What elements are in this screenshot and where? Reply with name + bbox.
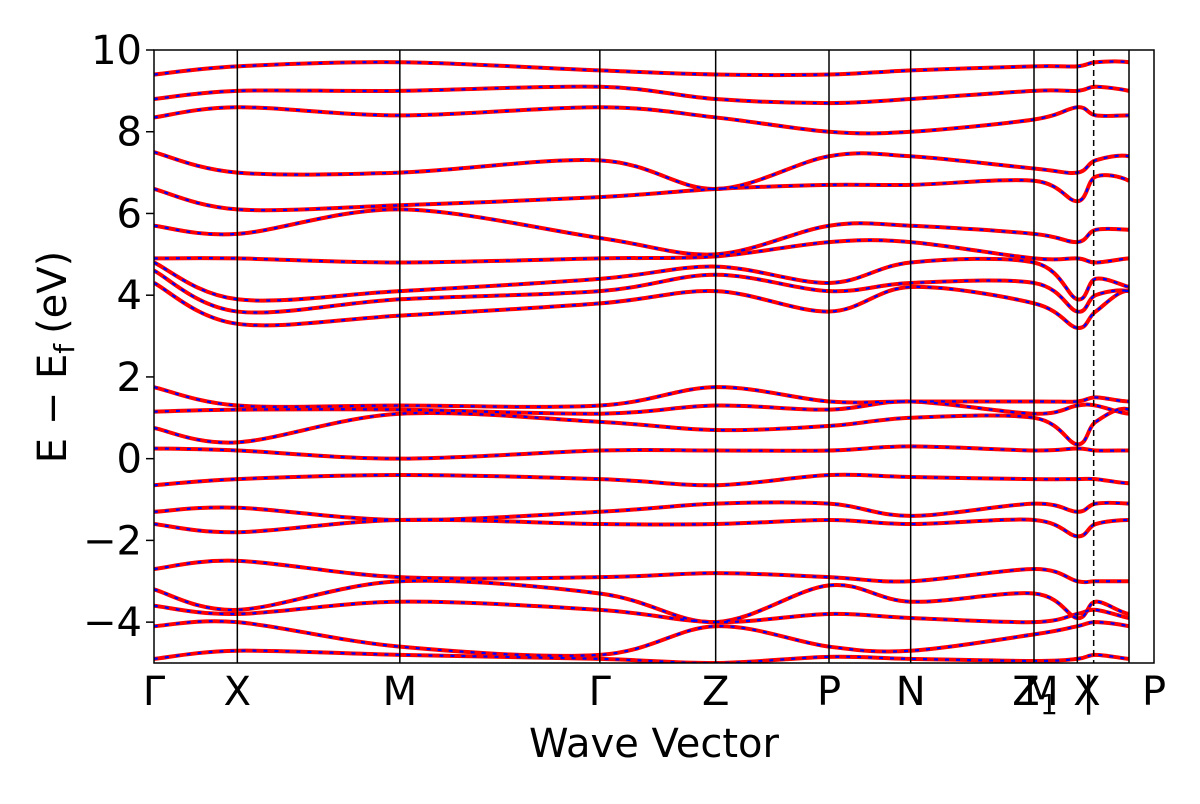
y-axis-label-unit: (eV) <box>30 251 76 334</box>
x-tick-label: Γ <box>589 669 612 715</box>
x-tick-label: Z <box>1012 669 1039 715</box>
x-tick-label: N <box>896 669 926 715</box>
y-axis-label: E − Ef (eV) <box>30 251 81 464</box>
plot-frame <box>153 49 1155 664</box>
y-ticks: −4 −2 0 2 4 6 8 10 <box>83 28 154 646</box>
x-tick-label: P <box>817 669 841 715</box>
band-line-blue <box>154 151 1130 191</box>
y-tick-label: −2 <box>83 518 142 564</box>
x-tick-label: P <box>1142 669 1166 715</box>
y-tick-label: 10 <box>91 28 142 74</box>
y-tick-label: 6 <box>117 191 142 237</box>
x-tick-label: X <box>1073 669 1100 715</box>
x-tick-label: M <box>1024 669 1059 715</box>
plot-background <box>154 50 1154 663</box>
x-tick-label-subscript: 1 <box>1040 688 1058 721</box>
x-tick-label: Z <box>702 669 729 715</box>
band-line-blue <box>154 518 1130 538</box>
x-ticks: Γ X M Γ Z P N ZM |X P1 <box>143 669 1166 721</box>
x-tick-label: Γ <box>143 669 166 715</box>
band-line-blue <box>154 281 1130 329</box>
x-tick-label: | <box>1082 669 1095 715</box>
band-line-blue <box>154 257 1130 302</box>
y-axis-label-subscript: f <box>48 343 81 354</box>
y-tick-label: 8 <box>117 110 142 156</box>
y-tick-label: −4 <box>83 600 142 646</box>
x-tick-label: X <box>224 669 251 715</box>
x-tick-label: M <box>383 669 418 715</box>
band-line-blue <box>154 579 1130 624</box>
band-line-blue <box>154 106 1130 135</box>
y-tick-label: 2 <box>117 355 142 401</box>
band-line-blue <box>154 174 1130 212</box>
x-axis-label: Wave Vector <box>529 721 780 767</box>
y-tick-label: 4 <box>117 273 142 319</box>
y-axis-label-main: E − E <box>30 354 76 464</box>
y-tick-label: 0 <box>117 437 142 483</box>
kpoint-lines <box>236 50 1130 663</box>
band-line-blue <box>154 620 1130 657</box>
band-line-blue <box>154 386 1130 408</box>
band-line-blue <box>154 208 1130 256</box>
